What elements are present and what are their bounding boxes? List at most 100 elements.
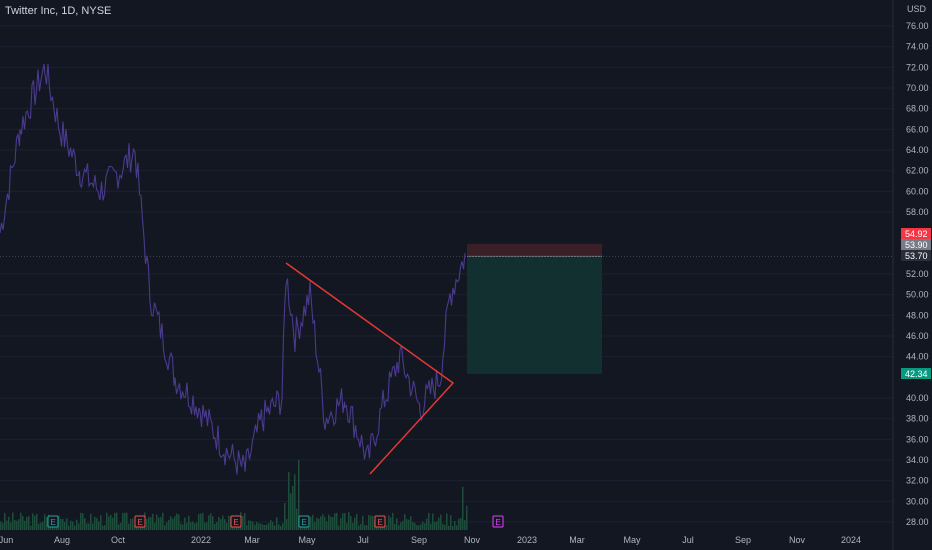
volume-bar xyxy=(248,520,250,530)
volume-bar xyxy=(76,519,78,530)
volume-bar xyxy=(358,525,360,530)
volume-bar xyxy=(434,521,436,530)
volume-bar xyxy=(332,517,334,530)
volume-bar xyxy=(46,517,48,530)
svg-text:53.90: 53.90 xyxy=(905,240,928,250)
volume-bar xyxy=(96,518,98,530)
volume-bar xyxy=(258,523,260,530)
volume-bar xyxy=(430,523,432,530)
take-profit-zone[interactable] xyxy=(467,256,602,374)
time-axis[interactable]: Jun Aug Oct 2022 Mar May Jul Sep Nov 2023 Mar May Ju… xyxy=(0,535,861,545)
volume-bar xyxy=(164,525,166,530)
volume-bar xyxy=(32,513,34,530)
volume-bar xyxy=(444,524,446,530)
volume-bar xyxy=(298,460,300,530)
volume-bar xyxy=(224,519,226,530)
volume-bar xyxy=(82,513,84,530)
volume-bar xyxy=(130,519,132,530)
volume-bar xyxy=(408,519,410,530)
price-tag: 53.70 xyxy=(901,250,931,261)
time-tick-label: Jun xyxy=(0,535,13,545)
volume-bar xyxy=(172,518,174,530)
time-tick-label: Sep xyxy=(735,535,751,545)
volume-bar xyxy=(268,523,270,530)
volume-bar xyxy=(288,472,290,530)
volume-bar xyxy=(392,512,394,530)
volume-bar xyxy=(16,520,18,530)
volume-bar xyxy=(22,515,24,530)
volume-bar xyxy=(34,515,36,530)
price-tick-label: 64.00 xyxy=(906,145,929,155)
volume-bar xyxy=(342,513,344,530)
volume-bar xyxy=(362,515,364,530)
volume-bar xyxy=(262,524,264,530)
volume-bar xyxy=(42,521,44,530)
volume-bar xyxy=(98,521,100,530)
volume-bar xyxy=(24,520,26,530)
volume-bar xyxy=(132,518,134,530)
volume-bar xyxy=(432,513,434,530)
price-tag: 53.90 xyxy=(901,239,931,250)
volume-bar xyxy=(402,520,404,530)
time-tick-label: Aug xyxy=(54,535,70,545)
volume-bar xyxy=(338,525,340,530)
volume-bar xyxy=(422,521,424,530)
volume-bar xyxy=(414,522,416,530)
volume-bar xyxy=(180,523,182,530)
volume-bar xyxy=(294,474,296,530)
volume-bar xyxy=(168,519,170,530)
volume-bar xyxy=(80,512,82,530)
volume-bar xyxy=(162,512,164,530)
volume-bar xyxy=(340,518,342,530)
time-tick-label: 2022 xyxy=(191,535,211,545)
volume-bar xyxy=(160,517,162,530)
svg-text:E: E xyxy=(495,518,500,527)
volume-bar xyxy=(158,517,160,530)
volume-bar xyxy=(446,513,448,530)
volume-bar xyxy=(26,517,28,530)
volume-bar xyxy=(124,512,126,530)
volume-bar xyxy=(174,516,176,530)
volume-bar xyxy=(216,522,218,530)
stop-loss-zone[interactable] xyxy=(467,243,602,257)
volume-bar xyxy=(12,512,14,530)
volume-bar xyxy=(406,519,408,530)
earnings-marker: E xyxy=(374,515,386,528)
volume-bar xyxy=(386,525,388,530)
volume-bar xyxy=(368,515,370,530)
volume-bar xyxy=(348,512,350,530)
volume-bar xyxy=(284,503,286,530)
volume-bar xyxy=(178,514,180,530)
price-tick-label: 38.00 xyxy=(906,414,929,424)
volume-bar xyxy=(282,522,284,530)
volume-bar xyxy=(118,524,120,530)
earnings-marker: E xyxy=(230,515,242,528)
volume-bar xyxy=(452,525,454,530)
grid-lines xyxy=(0,25,893,523)
triangle-pattern-drawing[interactable] xyxy=(285,262,455,475)
volume-bar xyxy=(300,525,302,530)
time-tick-label: Sep xyxy=(411,535,427,545)
volume-bar xyxy=(192,521,194,530)
volume-bar xyxy=(128,523,130,530)
volume-bar xyxy=(448,525,450,530)
short-position-tool[interactable] xyxy=(467,243,602,374)
volume-bar xyxy=(134,525,136,530)
volume-bar xyxy=(276,517,278,530)
price-tick-label: 60.00 xyxy=(906,186,929,196)
volume-bar xyxy=(6,520,8,530)
volume-bar xyxy=(74,525,76,530)
price-axis[interactable]: USD 76.00 74.00 72.00 70.00 68.00 66.00 64.00 6… xyxy=(906,4,929,527)
price-tick-label: 58.00 xyxy=(906,207,929,217)
volume-bar xyxy=(152,513,154,530)
volume-bar xyxy=(106,512,108,530)
volume-bar xyxy=(426,518,428,530)
volume-bar xyxy=(354,517,356,530)
time-tick-label: Mar xyxy=(244,535,260,545)
price-tick-label: 32.00 xyxy=(906,476,929,486)
price-tag: 42.34 xyxy=(901,368,931,379)
price-tag: 54.92 xyxy=(901,228,931,239)
volume-bar xyxy=(222,515,224,530)
volume-bar xyxy=(86,523,88,530)
